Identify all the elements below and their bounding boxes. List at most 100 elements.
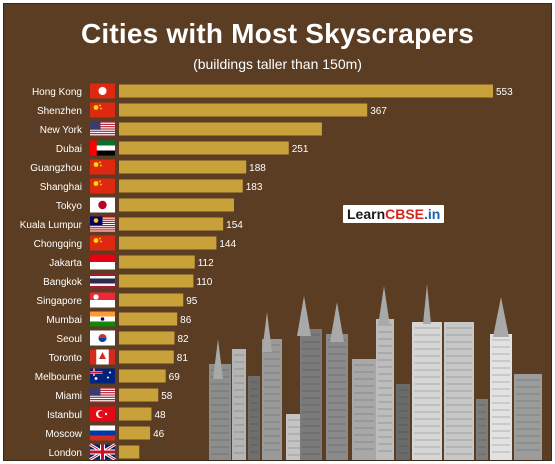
usa-flag xyxy=(90,387,115,403)
value-label: 112 xyxy=(198,258,214,269)
bar xyxy=(119,312,178,326)
chart-title: Cities with Most Skyscrapers xyxy=(80,18,475,49)
bar-row: Jakarta 112 xyxy=(49,254,214,270)
bar xyxy=(119,407,152,421)
thailand-flag xyxy=(90,273,115,289)
value-label: 95 xyxy=(186,296,198,307)
watermark-part1: Learn xyxy=(347,206,386,222)
china-flag xyxy=(90,159,115,175)
skyline-spire xyxy=(297,296,311,336)
bar-row: Seoul 82 xyxy=(56,330,189,346)
skyline-tower xyxy=(248,376,260,460)
china-flag xyxy=(90,178,115,194)
skyline-tower xyxy=(262,339,282,460)
city-label: Seoul xyxy=(56,334,82,345)
bar xyxy=(119,426,151,440)
city-label: Moscow xyxy=(45,429,82,440)
singapore-flag xyxy=(90,292,115,308)
bar-row: Moscow 46 xyxy=(45,425,165,441)
bar xyxy=(119,274,194,288)
skyline-tower xyxy=(476,399,488,460)
city-label: Shenzhen xyxy=(37,106,82,117)
value-label: 251 xyxy=(292,144,309,155)
skyline-spire xyxy=(330,302,344,342)
watermark-part2: CBSE xyxy=(385,206,425,222)
skyline-tower xyxy=(490,334,512,460)
value-label: 82 xyxy=(177,334,189,345)
city-label: Tokyo xyxy=(56,201,83,212)
china-flag xyxy=(90,235,115,251)
skyline-illustration xyxy=(209,284,542,460)
bar-row: Dubai 251 xyxy=(56,140,309,156)
value-label: 144 xyxy=(219,239,236,250)
bar xyxy=(119,122,322,136)
india-flag xyxy=(90,311,115,327)
city-label: Dubai xyxy=(56,144,82,155)
city-label: Kuala Lumpur xyxy=(20,220,83,231)
city-label: Jakarta xyxy=(49,258,82,269)
bar-row: Hong Kong 553 xyxy=(32,83,513,99)
bar-row: Shanghai 183 xyxy=(40,178,263,194)
value-label: 46 xyxy=(153,429,165,440)
skyline-tower xyxy=(352,359,376,460)
bar xyxy=(119,160,247,174)
city-label: Istanbul xyxy=(47,410,82,421)
bar-row: Kuala Lumpur 154 xyxy=(20,216,243,232)
skyline-tower xyxy=(286,414,302,460)
uk-flag xyxy=(89,443,116,460)
skyline-tower xyxy=(514,374,542,460)
australia-flag xyxy=(90,368,115,384)
canada-flag xyxy=(90,349,115,365)
indonesia-flag xyxy=(90,254,115,270)
bar xyxy=(119,141,289,155)
bar xyxy=(119,445,140,459)
city-label: Bangkok xyxy=(43,277,83,288)
watermark-logo: LearnCBSE.in xyxy=(343,205,445,223)
bar xyxy=(119,198,234,212)
skyline-tower xyxy=(412,322,442,460)
turkey-flag xyxy=(90,406,115,422)
uae-flag xyxy=(90,140,115,156)
city-label: Chongqing xyxy=(34,239,82,250)
bar-row: Shenzhen 367 xyxy=(37,102,387,118)
bar-row: Tokyo xyxy=(56,197,234,213)
bar xyxy=(119,388,159,402)
skyline-tower xyxy=(326,334,348,460)
value-label: 58 xyxy=(161,391,173,402)
value-label: 48 xyxy=(154,410,166,421)
bar-row: Bangkok 110 xyxy=(43,273,213,289)
bar-row: Istanbul 48 xyxy=(47,406,166,422)
usa-flag xyxy=(90,121,115,137)
bar-row: New York xyxy=(40,121,322,137)
value-label: 81 xyxy=(177,353,189,364)
value-label: 110 xyxy=(196,277,212,288)
south-korea-flag xyxy=(90,330,115,346)
skyline-spire xyxy=(213,339,223,379)
city-label: New York xyxy=(40,125,83,136)
bar-row: Guangzhou 188 xyxy=(30,159,266,175)
value-label: 367 xyxy=(370,106,387,117)
watermark-part3: .in xyxy=(424,206,441,222)
skyline-tower xyxy=(209,364,231,460)
value-label: 183 xyxy=(246,182,263,193)
value-label: 86 xyxy=(180,315,192,326)
city-label: Singapore xyxy=(36,296,82,307)
bar-row: Miami 58 xyxy=(55,387,173,403)
value-label: 188 xyxy=(249,163,266,174)
city-label: Shanghai xyxy=(40,182,82,193)
city-label: Miami xyxy=(55,391,82,402)
skyline-tower xyxy=(232,349,246,460)
skyline-spire xyxy=(262,312,272,352)
bar-row: London xyxy=(49,443,140,460)
chart-frame: Cities with Most Skyscrapers (buildings … xyxy=(3,3,552,461)
value-label: 154 xyxy=(226,220,243,231)
malaysia-flag xyxy=(90,216,115,232)
bar-row: Singapore 95 xyxy=(36,292,198,308)
city-label: Mumbai xyxy=(46,315,82,326)
bar xyxy=(119,331,175,345)
skyline-tower xyxy=(300,329,322,460)
city-label: Toronto xyxy=(49,353,83,364)
bar xyxy=(119,369,166,383)
bar-row: Chongqing 144 xyxy=(34,235,237,251)
bar xyxy=(119,84,493,98)
